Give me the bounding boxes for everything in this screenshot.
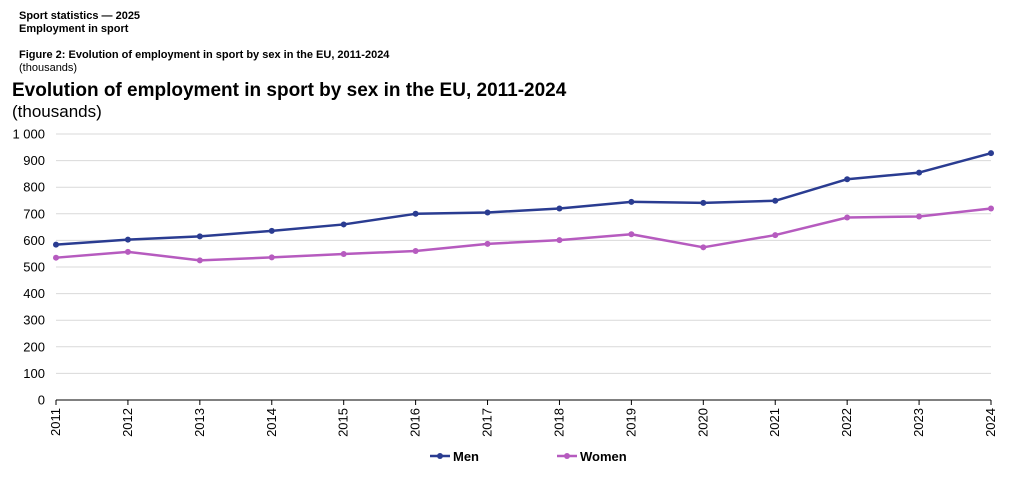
legend: Men Women: [430, 449, 627, 464]
y-tick-label: 900: [23, 153, 45, 168]
women-data-point: [196, 257, 203, 264]
x-tick-label: 2013: [192, 408, 207, 437]
y-tick-label: 0: [38, 393, 45, 408]
series-group: [53, 150, 994, 264]
women-data-point: [916, 213, 923, 220]
y-tick-label: 100: [23, 366, 45, 381]
men-data-point: [988, 150, 994, 157]
men-data-point: [628, 198, 635, 205]
x-tick-label: 2021: [767, 408, 782, 437]
men-data-point: [412, 210, 419, 217]
women-data-point: [412, 248, 419, 255]
x-tick-label: 2019: [623, 408, 638, 437]
men-data-point: [340, 221, 347, 228]
women-series-line: [55, 207, 992, 262]
y-tick-label: 600: [23, 233, 45, 248]
report-title: Sport statistics — 2025: [19, 10, 141, 22]
x-tick-label: 2022: [839, 408, 854, 437]
y-tick-label: 800: [23, 180, 45, 195]
men-series-line: [55, 151, 992, 246]
legend-women-label: Women: [580, 449, 627, 464]
x-tick-label: 2015: [336, 408, 351, 437]
men-data-point: [196, 233, 203, 240]
y-axis-ticks: 0 100 200 300 400 500 600 700 800 900 1 000: [12, 127, 45, 408]
x-tick-label: 2017: [480, 408, 495, 437]
legend-women-marker: [564, 453, 570, 459]
x-tick-label: 2012: [120, 408, 135, 437]
y-tick-label: 400: [23, 286, 45, 301]
chart-title: Evolution of employment in sport by sex …: [12, 80, 567, 101]
x-tick-label: 2023: [911, 408, 926, 437]
figure-unit: (thousands): [19, 62, 78, 74]
men-data-point: [844, 176, 851, 183]
men-data-point: [916, 169, 923, 176]
x-tick-label: 2011: [48, 408, 63, 436]
x-axis-ticks: 2011 2012 2013 2014 2015 2016 2017 2018 2019 2020…: [48, 400, 998, 437]
x-tick-label: 2024: [983, 408, 998, 437]
women-data-point: [124, 248, 131, 255]
women-data-point: [772, 232, 779, 239]
figure-caption: Figure 2: Evolution of employment in spo…: [19, 49, 390, 61]
women-data-point: [700, 244, 707, 251]
legend-men-marker: [437, 453, 443, 459]
women-data-point: [53, 254, 59, 261]
y-tick-label: 700: [23, 206, 45, 221]
y-tick-label: 1 000: [12, 127, 45, 142]
women-data-point: [988, 205, 994, 212]
women-data-point: [628, 231, 635, 238]
women-data-point: [340, 250, 347, 257]
men-data-point: [53, 241, 59, 248]
women-data-point: [844, 214, 851, 221]
y-tick-label: 500: [23, 260, 45, 275]
x-tick-label: 2018: [551, 408, 566, 437]
chart-subtitle: (thousands): [12, 102, 102, 121]
x-tick-label: 2016: [408, 408, 423, 437]
gridlines: [56, 133, 991, 401]
y-tick-label: 300: [23, 313, 45, 328]
women-data-point: [484, 240, 491, 247]
men-data-point: [772, 197, 779, 204]
women-data-point: [556, 237, 563, 244]
x-tick-label: 2020: [695, 408, 710, 437]
men-data-point: [556, 205, 563, 212]
men-data-point: [700, 199, 707, 206]
report-section: Employment in sport: [19, 23, 129, 35]
men-data-point: [124, 236, 131, 243]
men-data-point: [484, 209, 491, 216]
legend-men-label: Men: [453, 449, 479, 464]
x-tick-label: 2014: [264, 408, 279, 437]
men-data-point: [268, 227, 275, 234]
y-tick-label: 200: [23, 339, 45, 354]
women-data-point: [268, 254, 275, 261]
